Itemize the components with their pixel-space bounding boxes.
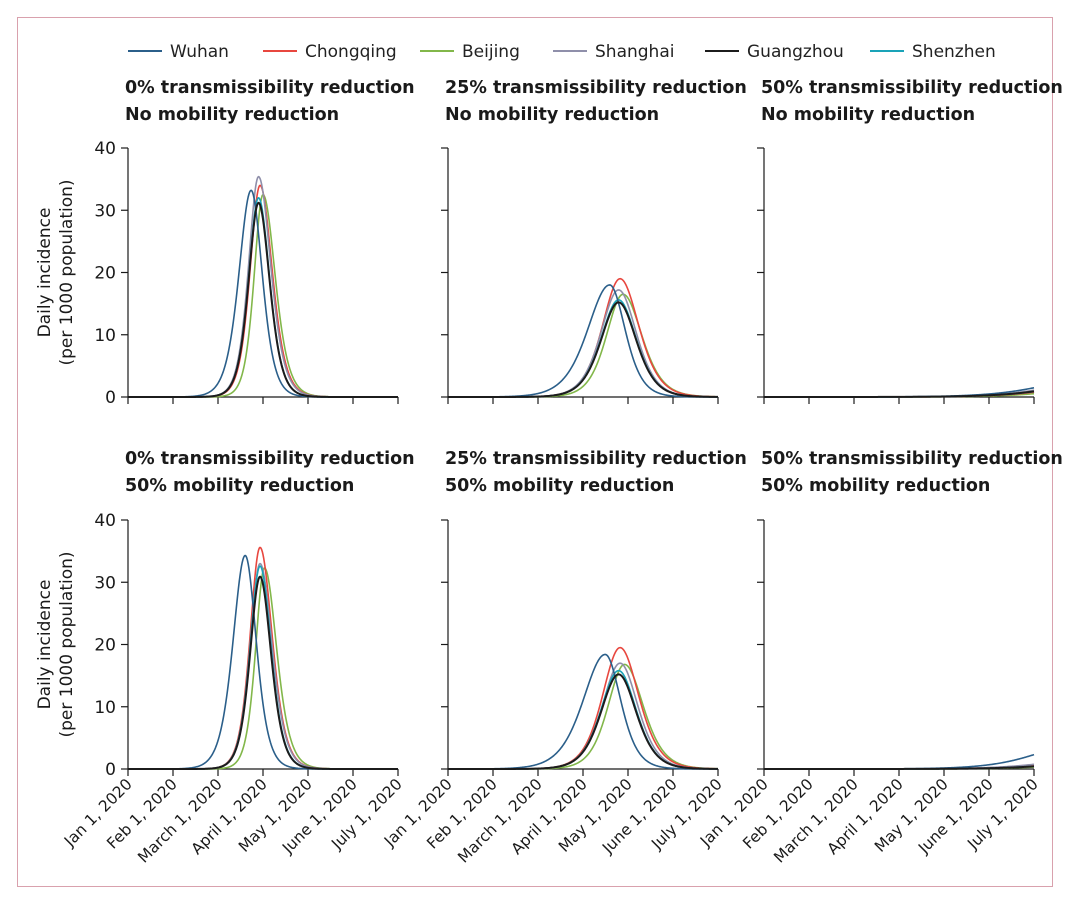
series-line-guangzhou xyxy=(763,390,1035,398)
series-line-guangzhou xyxy=(447,301,719,398)
series-line-shenzhen xyxy=(127,565,399,770)
y-axis-label: Daily incidence xyxy=(35,208,55,338)
legend-label-chongqing: Chongqing xyxy=(305,42,397,62)
panel-title-line: 50% mobility reduction xyxy=(761,476,990,496)
panel-4: 0% transmissibility reduction 50% mobilit… xyxy=(35,449,415,867)
panel-title-line: 25% transmissibility reduction xyxy=(445,78,747,98)
y-axis-label: Daily incidence xyxy=(35,580,55,710)
series-line-guangzhou xyxy=(127,201,399,398)
y-axis-label: (per 1000 population) xyxy=(57,179,77,365)
y-axis-label: (per 1000 population) xyxy=(57,551,77,737)
series-line-beijing xyxy=(127,567,399,770)
panel-title-line: No mobility reduction xyxy=(125,105,339,125)
series-line-shenzhen xyxy=(447,299,719,398)
series-line-shenzhen xyxy=(447,669,719,770)
y-tick-label: 0 xyxy=(105,388,116,408)
y-tick-label: 0 xyxy=(105,760,116,780)
panel-title-line: 50% mobility reduction xyxy=(445,476,674,496)
y-tick-label: 40 xyxy=(94,511,116,531)
panel-title-line: 0% transmissibility reduction xyxy=(125,78,415,98)
series-line-guangzhou xyxy=(763,765,1035,770)
legend-label-guangzhou: Guangzhou xyxy=(747,42,844,62)
panel-title-line: 50% transmissibility reduction xyxy=(761,78,1063,98)
panel-2: 25% transmissibility reduction No mobilit… xyxy=(441,78,747,404)
legend-label-shanghai: Shanghai xyxy=(595,42,674,62)
series-line-guangzhou xyxy=(447,673,719,770)
panel-1: 0% transmissibility reduction No mobility… xyxy=(35,78,415,408)
figure-frame xyxy=(17,17,1053,887)
panel-3: 50% transmissibility reduction No mobilit… xyxy=(757,78,1063,404)
series-line-shanghai xyxy=(127,562,399,770)
series-line-shenzhen xyxy=(127,197,399,398)
y-tick-label: 20 xyxy=(94,636,116,656)
panel-5: 25% transmissibility reduction 50% mobili… xyxy=(380,449,747,867)
legend-label-shenzhen: Shenzhen xyxy=(912,42,996,62)
y-tick-label: 30 xyxy=(94,201,116,221)
y-tick-label: 20 xyxy=(94,264,116,284)
y-tick-label: 30 xyxy=(94,573,116,593)
panel-title-line: 50% mobility reduction xyxy=(125,476,354,496)
panel-title-line: No mobility reduction xyxy=(761,105,975,125)
y-tick-label: 10 xyxy=(94,698,116,718)
y-tick-label: 40 xyxy=(94,139,116,159)
y-tick-label: 10 xyxy=(94,326,116,346)
series-line-beijing xyxy=(447,293,719,398)
panel-title-line: No mobility reduction xyxy=(445,105,659,125)
legend-label-beijing: Beijing xyxy=(462,42,520,62)
panel-title-line: 0% transmissibility reduction xyxy=(125,449,415,469)
panel-title-line: 50% transmissibility reduction xyxy=(761,449,1063,469)
series-line-guangzhou xyxy=(127,575,399,770)
panel-title-line: 25% transmissibility reduction xyxy=(445,449,747,469)
legend-label-wuhan: Wuhan xyxy=(170,42,229,62)
panel-6: 50% transmissibility reduction 50% mobili… xyxy=(696,449,1063,867)
